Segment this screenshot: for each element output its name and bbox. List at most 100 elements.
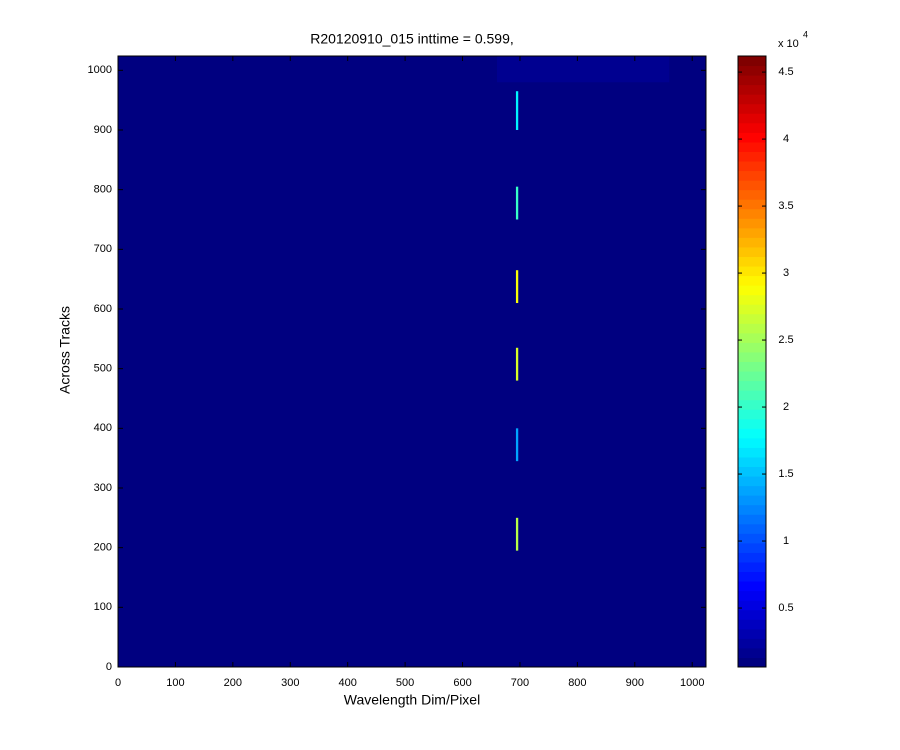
heatmap-cell (515, 91, 519, 130)
y-tick-label: 0 (106, 661, 112, 673)
colorbar-swatch (738, 476, 766, 487)
colorbar-swatch (738, 361, 766, 372)
x-tick-label: 200 (224, 677, 242, 689)
heatmap-background (118, 56, 706, 667)
colorbar-tick-label: 1.5 (778, 468, 793, 480)
colorbar-tick-label: 0.5 (778, 602, 793, 614)
colorbar-swatch (738, 122, 766, 133)
y-tick-label: 100 (94, 601, 112, 613)
colorbar-swatch (738, 409, 766, 420)
colorbar-swatch (738, 237, 766, 248)
colorbar-swatch (738, 189, 766, 200)
colorbar-swatch (738, 571, 766, 582)
colorbar-swatch (738, 218, 766, 229)
colorbar-tick-label: 2.5 (778, 334, 793, 346)
colorbar-swatch (738, 418, 766, 429)
y-tick-label: 1000 (88, 64, 112, 76)
colorbar-multiplier: x 10 (778, 38, 799, 50)
y-tick-label: 200 (94, 542, 112, 554)
colorbar-swatch (738, 380, 766, 391)
colorbar-box (737, 55, 767, 668)
colorbar-swatch (738, 132, 766, 143)
colorbar-swatch (738, 456, 766, 468)
colorbar-swatch (738, 533, 766, 544)
heatmap-cell (515, 270, 519, 304)
colorbar-swatch (738, 628, 766, 639)
heatmap-cell (515, 186, 519, 220)
x-tick-label: 100 (166, 677, 184, 689)
x-tick-label: 0 (115, 677, 121, 689)
x-tick-label: 700 (511, 677, 529, 689)
colorbar-swatch (738, 428, 766, 439)
colorbar-swatch (738, 266, 766, 277)
y-tick-label: 400 (94, 422, 112, 434)
y-tick-label: 300 (94, 482, 112, 494)
y-tick-label: 500 (94, 363, 112, 375)
colorbar-swatch (738, 65, 766, 76)
colorbar-tick-label: 3 (783, 267, 789, 279)
colorbar-swatch (738, 103, 766, 114)
colorbar-swatch (738, 75, 766, 86)
colorbar-swatch (738, 285, 766, 296)
colorbar-swatch (738, 275, 766, 286)
colorbar-swatch (738, 332, 766, 343)
chart-title: R20120910_015 inttime = 0.599, (310, 31, 514, 47)
x-tick-label: 500 (396, 677, 414, 689)
colorbar-swatch (738, 246, 766, 257)
colorbar-swatch (738, 304, 766, 315)
colorbar-swatch (738, 342, 766, 353)
colorbar-swatch (738, 638, 766, 649)
colorbar-tick-label: 3.5 (778, 200, 793, 212)
colorbar-swatch (738, 371, 766, 382)
colorbar-swatch (738, 590, 766, 601)
colorbar-swatch (738, 256, 766, 267)
colorbar-swatch (738, 495, 766, 506)
colorbar-swatch (738, 208, 766, 219)
colorbar-swatch (738, 504, 766, 515)
colorbar-swatch (738, 581, 766, 592)
x-tick-label: 300 (281, 677, 299, 689)
y-axis-label: Across Tracks (57, 306, 73, 394)
colorbar-swatch (738, 609, 766, 620)
colorbar-tick-label: 4.5 (778, 66, 793, 78)
x-tick-label: 900 (626, 677, 644, 689)
colorbar-exponent: 4 (803, 29, 808, 39)
axes-box (117, 55, 707, 668)
colorbar-swatch (738, 600, 766, 611)
colorbar-swatch (738, 647, 766, 658)
colorbar-tick-label: 1 (783, 535, 789, 547)
colorbar-swatch (738, 657, 766, 668)
colorbar-swatch (738, 94, 766, 105)
colorbar-swatch (738, 84, 766, 95)
colorbar-swatch (738, 161, 766, 172)
colorbar-swatch (738, 552, 766, 563)
colorbar-tick-label: 2 (783, 401, 789, 413)
colorbar-swatch (738, 199, 766, 210)
colorbar-swatch (738, 561, 766, 573)
colorbar-swatch (738, 390, 766, 401)
colorbar-swatch (738, 437, 766, 448)
colorbar-swatch (738, 399, 766, 410)
colorbar-swatch (738, 141, 766, 152)
colorbar-tick-label: 4 (783, 133, 789, 145)
x-tick-label: 1000 (680, 677, 704, 689)
y-tick-label: 900 (94, 124, 112, 136)
colorbar-swatch (738, 170, 766, 181)
x-axis-label: Wavelength Dim/Pixel (344, 692, 480, 708)
y-tick-label: 700 (94, 243, 112, 255)
colorbar-swatch (738, 294, 766, 305)
colorbar-swatch (738, 466, 766, 477)
colorbar-swatch (738, 514, 766, 525)
x-tick-label: 600 (453, 677, 471, 689)
heatmap-cell (496, 56, 670, 83)
colorbar-swatch (738, 523, 766, 534)
heatmap-cell (515, 517, 519, 551)
colorbar-swatch (738, 323, 766, 334)
y-tick-label: 800 (94, 184, 112, 196)
x-tick-label: 400 (339, 677, 357, 689)
heatmap-cell (515, 428, 519, 462)
colorbar-swatch (738, 351, 766, 362)
colorbar-swatch (738, 447, 766, 458)
colorbar-swatch (738, 180, 766, 191)
